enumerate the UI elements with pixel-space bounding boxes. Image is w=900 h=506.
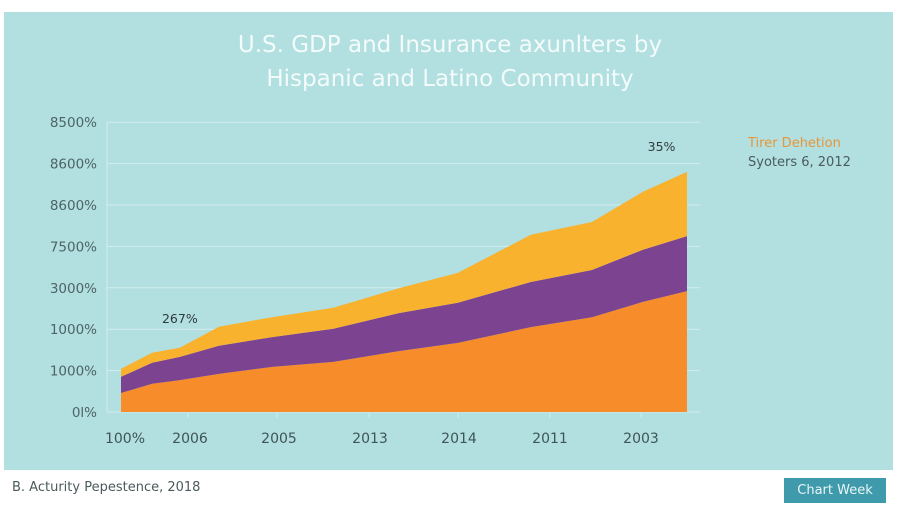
y-tick-label: 0l% — [72, 405, 97, 421]
x-tick-label: 2006 — [172, 431, 208, 447]
x-tick-label: 2005 — [261, 431, 297, 447]
y-tick-label: 1000% — [50, 364, 97, 380]
area-top-layer — [121, 171, 687, 377]
chart-title: U.S. GDP and Insurance axunlters by Hisp… — [0, 28, 900, 96]
x-tick-label: 100% — [105, 431, 145, 447]
area-base-layer — [121, 291, 687, 412]
legend-subtitle: Syoters 6, 2012 — [748, 155, 851, 170]
y-tick-label: 7500% — [50, 239, 97, 255]
y-tick-label: 8600% — [50, 198, 97, 214]
y-axis-ticks: 0l% 1000% 1000% 3000% 7500% 8600% 8600% 8500% — [50, 115, 97, 421]
chart-week-button[interactable]: Chart Week — [784, 478, 886, 503]
x-tick-label: 2013 — [352, 431, 388, 447]
x-tick-label: 2014 — [441, 431, 477, 447]
y-tick-label: 8500% — [50, 115, 97, 131]
y-tick-label: 1000% — [50, 322, 97, 338]
data-annotation: 267% — [162, 311, 198, 326]
stacked-areas — [121, 171, 687, 412]
chart-title-line-1: U.S. GDP and Insurance axunlters by — [237, 32, 663, 58]
y-tick-label: 8600% — [50, 157, 97, 173]
data-annotation: 35% — [648, 139, 676, 154]
area-middle-layer — [121, 236, 687, 393]
x-axis-ticks: 100% 2006 2005 2013 2014 2011 2003 — [105, 413, 659, 447]
legend-title: Tirer Dehetion — [748, 136, 841, 151]
annotations: 267% 35% — [162, 139, 676, 326]
source-note: B. Acturity Pepestence, 2018 — [12, 480, 201, 495]
chart-title-line-2: Hispanic and Latino Community — [266, 66, 634, 92]
x-tick-label: 2011 — [532, 431, 568, 447]
x-tick-label: 2003 — [623, 431, 659, 447]
y-tick-label: 3000% — [50, 281, 97, 297]
